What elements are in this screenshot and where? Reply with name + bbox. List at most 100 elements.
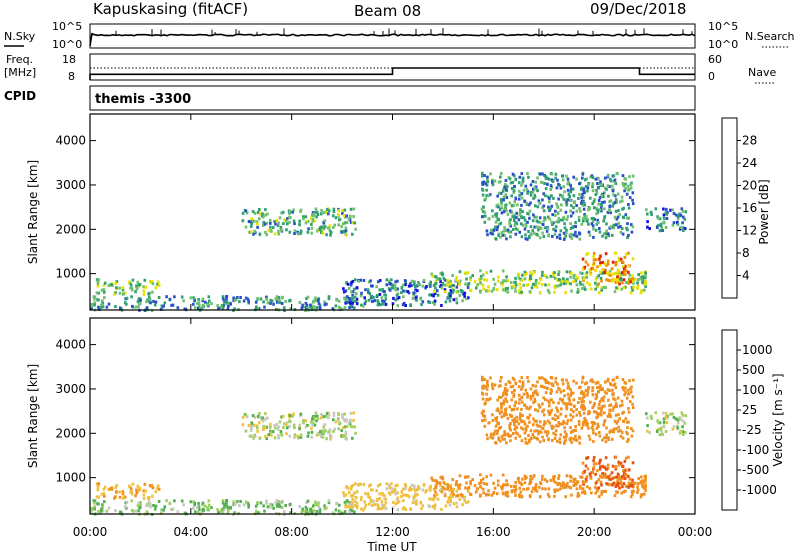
power-cell <box>481 181 484 185</box>
velocity-cell <box>236 500 239 503</box>
velocity-cell <box>603 420 606 424</box>
velocity-cell <box>244 429 248 433</box>
power-cell <box>515 211 518 215</box>
power-cell <box>521 223 525 227</box>
power-cell <box>529 183 533 187</box>
velocity-cell <box>550 398 553 402</box>
power-cell <box>527 175 530 179</box>
velocity-cell <box>385 482 389 486</box>
power-cell <box>520 172 524 176</box>
power-cell <box>266 212 269 216</box>
velocity-cell <box>344 433 348 437</box>
velocity-cell <box>596 381 600 385</box>
power-cell <box>349 290 353 294</box>
power-cell <box>593 198 596 201</box>
velocity-cell <box>394 502 397 506</box>
velocity-cell <box>343 501 347 505</box>
velocity-cell <box>640 493 643 497</box>
power-cell <box>616 278 620 282</box>
velocity-cell <box>607 436 610 440</box>
velocity-cell <box>512 420 516 423</box>
power-cell <box>443 290 447 294</box>
power-cell <box>487 217 490 221</box>
power-cell <box>587 222 590 226</box>
velocity-cell <box>483 414 487 418</box>
velocity-cell <box>593 402 596 405</box>
velocity-cell <box>622 490 626 494</box>
power-cell <box>520 279 524 282</box>
power-cell <box>621 232 625 236</box>
power-cell <box>562 215 565 219</box>
nave-tick-top: 60 <box>708 53 722 66</box>
velocity-cell <box>514 382 517 386</box>
velocity-cell <box>600 490 604 494</box>
power-cell <box>352 207 356 211</box>
power-cell <box>95 278 99 282</box>
velocity-cell <box>447 496 451 500</box>
power-cell <box>269 227 272 231</box>
velocity-cell <box>513 490 517 494</box>
velocity-cell <box>312 509 316 513</box>
power-cell <box>302 305 305 309</box>
power-cell <box>412 291 415 295</box>
power-cell <box>131 304 134 308</box>
y-tick-label: 3000 <box>55 178 86 192</box>
power-cell <box>244 209 248 213</box>
velocity-cell <box>449 496 453 499</box>
velocity-cell <box>681 413 685 417</box>
power-cell <box>536 176 539 180</box>
power-cell <box>142 292 146 296</box>
power-cell <box>600 271 603 275</box>
power-cell <box>606 259 610 263</box>
power-cell <box>556 204 559 208</box>
power-cell <box>581 200 585 204</box>
velocity-cell <box>129 490 132 494</box>
power-cell <box>249 225 253 228</box>
power-cell <box>258 208 261 211</box>
power-cell <box>543 226 547 230</box>
power-cell <box>396 287 399 291</box>
velocity-cell <box>421 504 425 508</box>
velocity-cell <box>495 432 499 436</box>
velocity-cell <box>482 409 485 413</box>
velocity-cell <box>582 399 585 403</box>
velocity-cell <box>596 412 599 416</box>
power-cell <box>351 301 354 305</box>
velocity-cell <box>566 402 570 406</box>
velocity-cell <box>620 399 624 403</box>
power-cell <box>139 302 142 305</box>
velocity-cell <box>343 425 347 429</box>
velocity-cell <box>610 471 614 475</box>
power-cell <box>615 271 618 275</box>
power-cell <box>353 299 357 303</box>
velocity-cell <box>269 502 272 506</box>
velocity-cell <box>547 437 550 441</box>
velocity-cell <box>515 415 518 419</box>
power-cell <box>156 282 159 286</box>
power-cell <box>288 211 291 215</box>
velocity-cell <box>616 419 620 423</box>
velocity-cell <box>395 497 399 501</box>
velocity-cell <box>580 390 584 394</box>
velocity-cell <box>210 506 213 510</box>
velocity-cell <box>342 426 345 430</box>
power-cell <box>572 276 575 280</box>
power-cell <box>262 300 265 304</box>
power-cell <box>491 178 494 182</box>
power-cell <box>151 290 154 294</box>
power-cell <box>197 301 201 305</box>
power-cell <box>226 303 230 307</box>
power-cell <box>394 287 397 291</box>
power-cell <box>590 174 594 178</box>
velocity-cell <box>597 403 601 406</box>
power-cell <box>522 216 526 220</box>
power-cell <box>122 292 125 296</box>
velocity-cell <box>381 506 385 510</box>
power-cell <box>591 185 594 189</box>
power-cell <box>504 287 508 291</box>
power-cell <box>419 297 423 301</box>
power-cell <box>569 198 572 202</box>
velocity-cell <box>378 492 381 496</box>
velocity-cell <box>246 501 250 505</box>
velocity-cell <box>93 505 97 509</box>
